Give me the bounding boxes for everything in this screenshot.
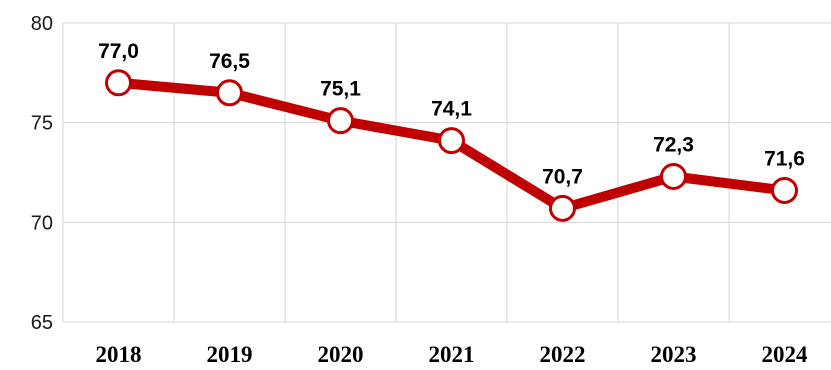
data-label: 75,1	[320, 78, 361, 101]
data-label: 74,1	[431, 98, 472, 121]
y-tick-label: 80	[31, 13, 53, 35]
x-tick-label: 2020	[318, 342, 364, 367]
x-tick-label: 2021	[429, 342, 475, 367]
data-label: 72,3	[653, 133, 694, 156]
data-labels: 77,0 76,5 75,1 74,1 70,7 72,3 71,6	[98, 40, 805, 189]
data-point-marker	[327, 107, 354, 135]
data-label: 76,5	[209, 50, 250, 73]
x-tick-label: 2023	[651, 342, 697, 367]
y-tick-label: 70	[31, 212, 53, 234]
data-point-marker	[105, 69, 132, 97]
series	[105, 69, 798, 222]
data-point-marker	[660, 162, 687, 190]
x-tick-label: 2024	[762, 342, 809, 367]
data-label: 70,7	[542, 165, 583, 188]
grid	[62, 22, 831, 323]
y-tick-label: 65	[31, 312, 53, 334]
data-label: 77,0	[98, 40, 139, 63]
data-point-marker	[771, 176, 798, 204]
x-tick-label: 2019	[207, 342, 253, 367]
data-point-marker	[549, 194, 576, 222]
y-axis-ticks: 65 70 75 80	[31, 13, 53, 334]
data-point-marker	[216, 79, 243, 107]
y-tick-label: 75	[31, 113, 53, 135]
data-point-marker	[438, 127, 465, 155]
x-tick-label: 2022	[540, 342, 586, 367]
data-label: 71,6	[764, 147, 805, 170]
x-axis-ticks: 2018 2019 2020 2021 2022 2023 2024	[96, 342, 809, 367]
x-tick-label: 2018	[96, 342, 142, 367]
